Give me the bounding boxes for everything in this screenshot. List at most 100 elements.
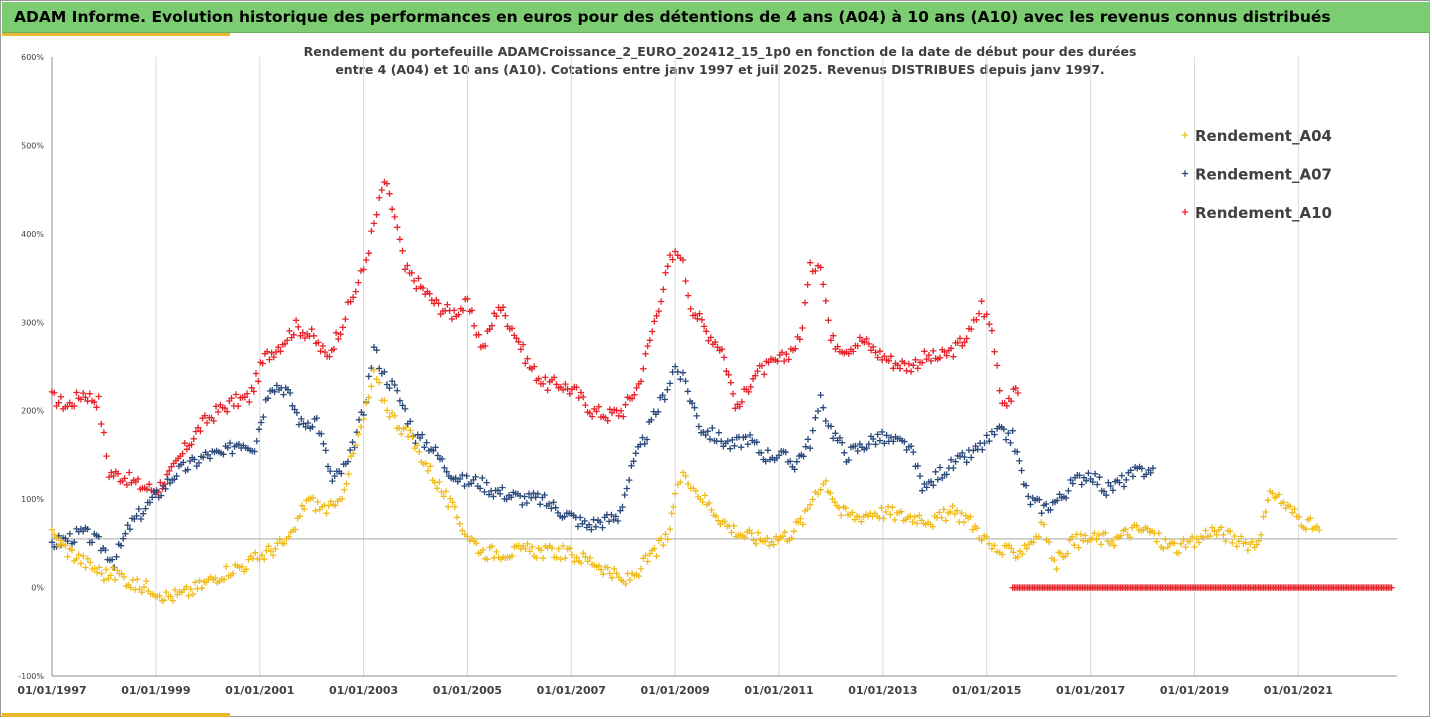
data-point bbox=[408, 269, 415, 277]
data-point bbox=[1107, 482, 1114, 490]
data-point bbox=[80, 528, 87, 535]
data-point bbox=[1014, 448, 1021, 455]
data-point bbox=[863, 444, 870, 452]
data-point bbox=[475, 331, 482, 338]
data-point bbox=[368, 383, 375, 390]
data-point bbox=[1077, 531, 1085, 538]
data-point bbox=[298, 502, 306, 509]
data-point bbox=[831, 498, 838, 506]
data-point bbox=[807, 259, 814, 266]
data-point bbox=[1122, 526, 1129, 533]
data-point bbox=[835, 504, 843, 511]
data-point bbox=[1045, 539, 1053, 546]
data-point bbox=[907, 443, 915, 450]
data-point bbox=[913, 520, 921, 527]
data-point bbox=[940, 506, 947, 513]
data-point bbox=[1195, 539, 1203, 546]
data-point bbox=[398, 430, 405, 438]
data-point bbox=[55, 542, 62, 549]
data-point bbox=[669, 256, 676, 263]
data-point bbox=[226, 439, 234, 447]
data-point bbox=[1313, 523, 1321, 530]
data-point bbox=[1100, 488, 1108, 495]
data-point bbox=[143, 577, 150, 585]
data-point bbox=[381, 397, 388, 404]
data-point bbox=[582, 401, 589, 409]
data-point bbox=[1211, 528, 1218, 535]
data-point bbox=[804, 281, 811, 288]
data-point bbox=[485, 491, 493, 498]
data-point bbox=[706, 499, 713, 507]
data-point bbox=[610, 516, 617, 524]
data-point bbox=[1235, 538, 1243, 545]
data-point bbox=[1103, 492, 1110, 499]
data-point bbox=[827, 489, 834, 496]
data-point bbox=[968, 454, 975, 461]
data-point bbox=[1047, 506, 1054, 514]
data-point bbox=[253, 437, 260, 445]
data-point bbox=[921, 348, 928, 355]
data-point bbox=[604, 564, 611, 571]
chart-title-line-1: Rendement du portefeuille ADAMCroissance… bbox=[303, 44, 1137, 59]
data-point bbox=[456, 475, 464, 483]
data-point bbox=[363, 400, 370, 407]
data-point bbox=[742, 433, 749, 440]
data-point bbox=[499, 304, 507, 311]
data-point bbox=[1057, 550, 1065, 557]
data-point bbox=[725, 371, 732, 378]
data-point bbox=[146, 499, 154, 506]
data-point bbox=[932, 468, 939, 475]
data-point bbox=[727, 379, 734, 386]
data-point bbox=[1160, 545, 1167, 552]
data-point bbox=[171, 586, 179, 594]
data-point bbox=[486, 326, 493, 333]
data-point bbox=[394, 387, 401, 394]
data-point bbox=[584, 558, 591, 565]
data-point bbox=[938, 514, 945, 521]
data-point bbox=[1226, 528, 1234, 535]
data-point bbox=[1009, 427, 1016, 434]
data-point bbox=[194, 424, 202, 431]
data-point bbox=[317, 348, 324, 355]
data-point bbox=[318, 430, 325, 438]
data-point bbox=[630, 458, 637, 465]
data-point bbox=[413, 442, 421, 449]
data-point bbox=[595, 562, 602, 569]
data-point bbox=[812, 414, 819, 421]
data-point bbox=[950, 353, 957, 360]
data-point bbox=[370, 366, 378, 374]
data-point bbox=[726, 445, 734, 452]
data-point bbox=[573, 554, 580, 561]
data-point bbox=[825, 317, 832, 324]
data-point bbox=[320, 440, 327, 447]
data-point bbox=[910, 362, 917, 369]
data-point bbox=[975, 310, 983, 317]
data-point bbox=[1255, 537, 1263, 544]
data-point bbox=[402, 424, 410, 431]
data-point bbox=[163, 471, 171, 478]
data-point bbox=[322, 447, 329, 454]
legend: Rendement_A04 Rendement_A07 Rendement_A10 bbox=[1181, 127, 1332, 222]
data-point bbox=[752, 540, 760, 547]
data-point bbox=[450, 307, 458, 314]
data-point bbox=[889, 504, 896, 511]
data-point bbox=[407, 418, 414, 425]
data-point bbox=[738, 398, 746, 406]
data-point bbox=[396, 236, 404, 243]
data-point bbox=[449, 499, 456, 506]
data-point bbox=[135, 505, 142, 513]
data-point bbox=[349, 439, 356, 446]
data-point bbox=[643, 436, 651, 443]
data-point bbox=[861, 339, 868, 346]
data-point bbox=[53, 534, 60, 542]
data-point bbox=[156, 592, 163, 600]
data-point bbox=[407, 427, 414, 434]
data-point bbox=[293, 409, 300, 416]
data-point bbox=[1129, 473, 1137, 480]
data-point bbox=[388, 206, 396, 213]
data-point bbox=[164, 476, 171, 483]
data-point bbox=[1111, 542, 1118, 549]
data-point bbox=[523, 499, 530, 507]
data-point bbox=[463, 472, 470, 480]
data-point bbox=[355, 431, 362, 438]
